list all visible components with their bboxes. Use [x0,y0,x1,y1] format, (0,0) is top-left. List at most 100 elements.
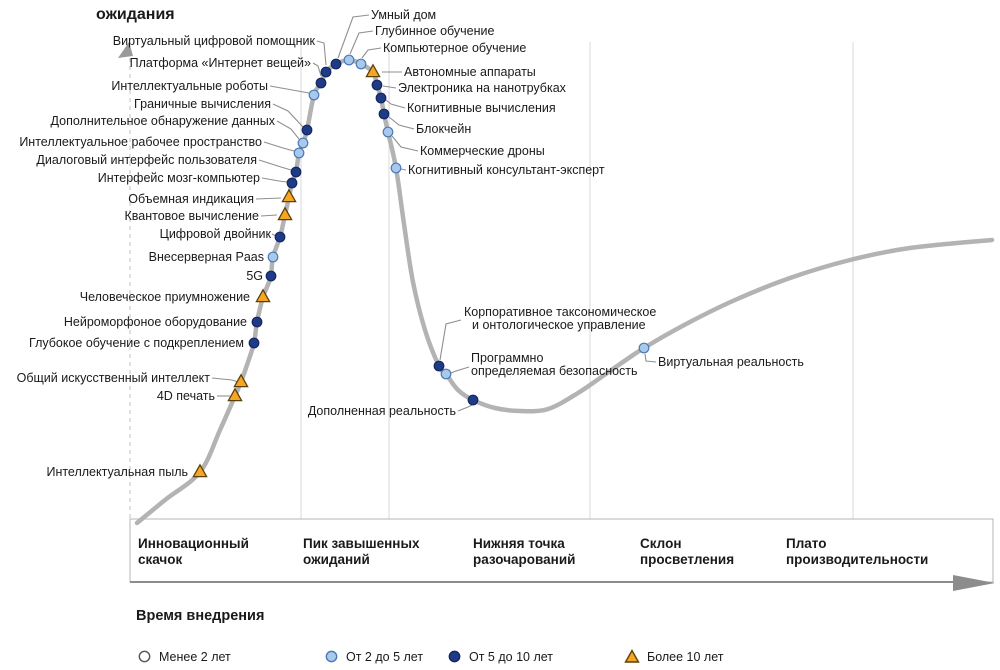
legend-title: Время внедрения [136,608,265,624]
legend-item-2-5: От 2 до 5 лет [324,649,423,664]
marker-circle-5_10 [286,177,298,189]
tech-connector [337,14,370,59]
tech-label: Глубинное обучение [375,24,495,38]
tech-connector [269,85,310,94]
legend-label: От 2 до 5 лет [346,649,424,664]
tech-label: Интерфейс мозг-компьютер [98,171,260,185]
marker-circle-5_10 [375,92,387,104]
tech-label: Объемная индикация [128,192,254,206]
tech-connector [258,159,292,171]
tech-connector [382,85,397,89]
marker-circle-5_10 [467,394,479,406]
tech-label: Умный дом [371,8,436,22]
tech-connector [400,168,407,171]
phase-label-1: Инновационный скачок [138,536,249,567]
tech-label: Квантовое вычисление [124,209,259,223]
tech-label: Коммерческие дроны [420,144,545,158]
marker-circle-5_10 [290,166,302,178]
technology-labels: Виртуальный цифровой помощник Платформа «… [17,8,804,479]
tech-label: Компьютерное обучение [383,41,526,55]
marker-circle-5_10 [301,124,313,136]
tech-label: Корпоративное таксономическое и онтологич… [464,305,656,332]
phase-label-2: Пик завышенных ожиданий [303,536,420,567]
tech-label: Дополненная реальность [308,404,456,418]
marker-circle-5_10 [433,360,445,372]
marker-circle-2_5 [293,147,305,159]
marker-triangle-gt10 [281,188,297,203]
marker-triangle-gt10 [233,373,249,388]
tech-label: Когнитивные вычисления [407,101,556,115]
tech-label: Виртуальный цифровой помощник [113,34,316,48]
tech-label: Человеческое приумножение [80,290,250,304]
marker-circle-5_10 [265,270,277,282]
phase-label-4: Склон просветления [640,536,735,567]
tech-label: Программно определяемая безопасность [471,351,638,378]
tech-label: Интеллектуальная пыль [46,465,188,479]
x-axis-arrow-icon [953,575,995,591]
tech-connector [349,30,374,55]
y-axis-title: ожидания [96,6,175,23]
tech-label: Граничные вычисления [134,97,271,111]
axes [118,42,995,591]
marker-circle-2_5 [382,126,394,138]
marker-triangle-gt10 [192,463,208,478]
tech-connector [263,141,295,152]
marker-circle-5_10 [248,337,260,349]
marker-circle-5_10 [251,316,263,328]
legend-item-5-10: От 5 до 10 лет [447,649,553,664]
marker-circle-2_5 [297,137,309,149]
legend-marker-lt2-circle-icon [138,650,151,663]
tech-label: Интеллектуальное рабочее пространство [19,135,262,149]
marker-circle-2_5 [308,89,320,101]
tech-connector [276,120,300,140]
tech-connector [391,135,419,152]
tech-connector [255,197,282,200]
tech-connector [450,366,470,374]
tech-connector [361,47,382,59]
tech-connector [439,319,462,361]
marker-circle-5_10 [371,79,383,91]
tech-connector [316,40,327,66]
marker-circle-2_5 [390,162,402,174]
marker-triangle-gt10 [365,63,381,78]
marker-circle-2_5 [355,58,367,70]
tech-label: Автономные аппараты [404,65,536,79]
marker-triangle-gt10 [255,288,271,303]
marker-circle-5_10 [274,231,286,243]
marker-circle-2_5 [638,342,650,354]
tech-label: 4D печать [157,389,215,403]
tech-connector [260,214,278,217]
tech-label: Виртуальная реальность [658,355,804,369]
tech-label: Общий искусственный интеллект [17,371,211,385]
tech-label: 5G [246,269,263,283]
marker-circle-5_10 [315,77,327,89]
tech-label: Нейроморфоное оборудование [64,315,247,329]
tech-label: Диалоговый интерфейс пользователя [36,153,257,167]
marker-circle-2_5 [343,54,355,66]
marker-triangle-gt10 [277,206,293,221]
tech-label: Дополнительное обнаружение данных [51,114,276,128]
tech-connector [272,103,304,128]
marker-circle-5_10 [320,66,332,78]
legend-marker-5-10-circle-icon [448,650,461,663]
tech-label: Цифровой двойник [160,227,272,241]
tech-label: Блокчейн [416,122,471,136]
marker-circle-5_10 [378,108,390,120]
tech-label: Интеллектуальные роботы [111,79,268,93]
tech-label: Внесерверная Paas [149,250,264,264]
legend-marker-gt10-triangle-icon [624,649,640,663]
marker-circle-2_5 [440,368,452,380]
tech-connector [457,404,473,412]
legend-item-lt2: Менее 2 лет [137,649,231,664]
tech-connector [388,116,415,130]
legend-label: Менее 2 лет [159,649,231,664]
hype-curve-path [134,57,995,526]
phase-label-5: Плато производительности [786,536,929,567]
technology-markers [192,54,650,478]
phase-label-3: Нижняя точка разочарований [473,536,576,567]
tech-label: Когнитивный консультант-эксперт [408,163,605,177]
tech-label: Платформа «Интернет вещей» [130,56,311,70]
legend-marker-2-5-circle-icon [325,650,338,663]
